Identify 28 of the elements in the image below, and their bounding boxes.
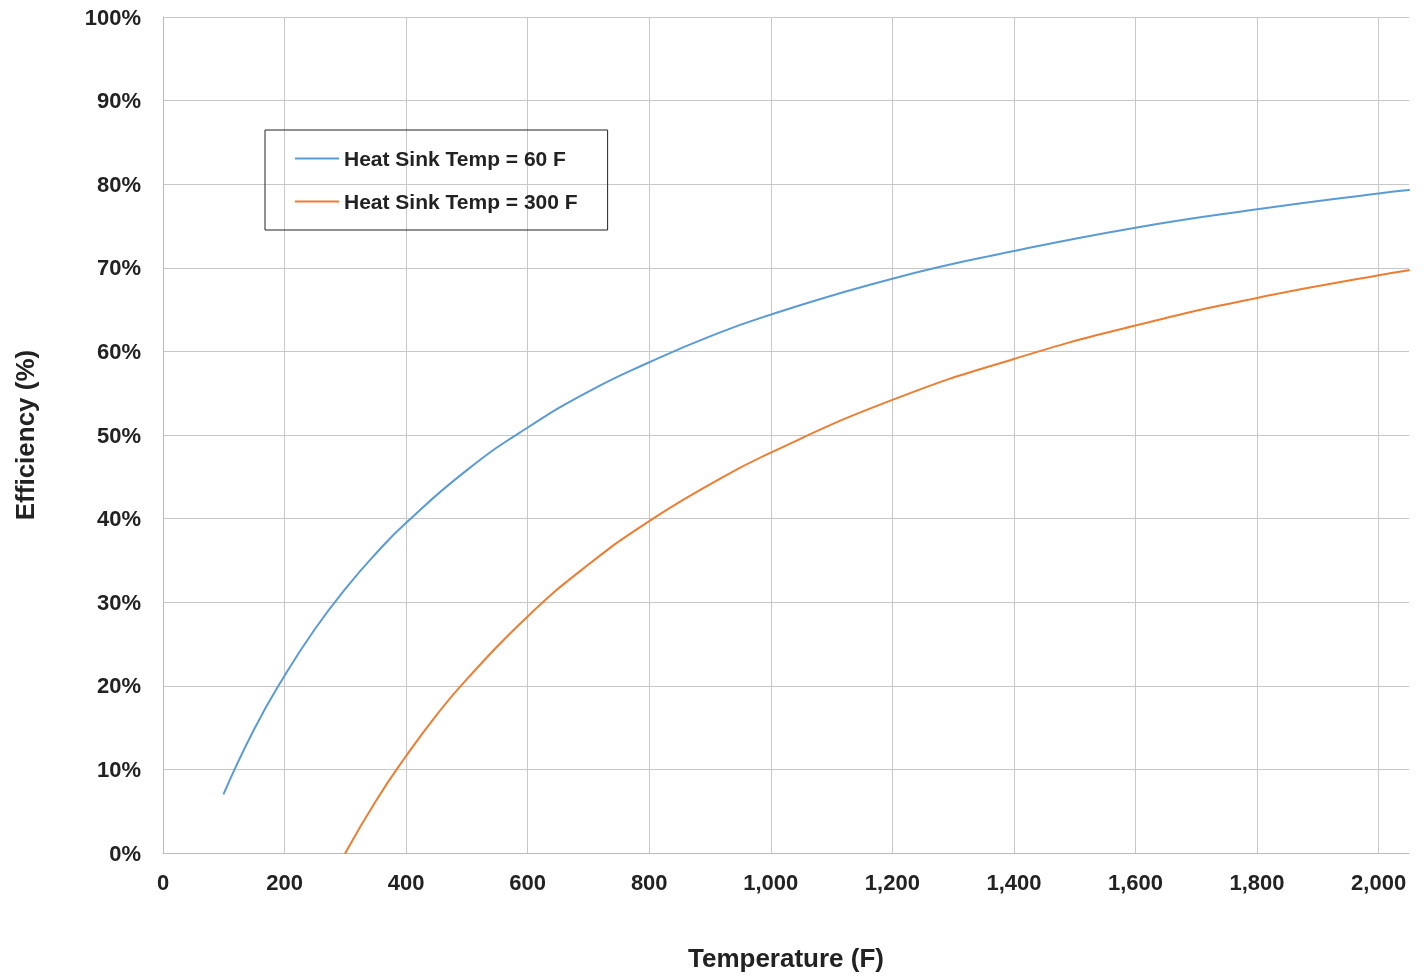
line-series <box>344 269 1410 854</box>
x-tick-label: 1,000 <box>743 869 799 895</box>
y-tick-label: 20% <box>96 673 141 699</box>
x-tick-label: 0 <box>156 869 170 895</box>
y-tick-label: 70% <box>96 255 141 281</box>
y-tick-label: 90% <box>96 88 141 114</box>
x-tick-label: 400 <box>387 869 425 895</box>
y-tick-label: 80% <box>96 171 141 197</box>
legend-label: Heat Sink Temp = 300 F <box>344 190 578 213</box>
y-tick-label: 40% <box>96 506 141 532</box>
x-tick-label: 800 <box>630 869 668 895</box>
x-tick-label: 1,800 <box>1229 869 1285 895</box>
x-axis-title: Temperature (F) <box>688 943 884 973</box>
x-tick-label: 600 <box>509 869 547 895</box>
x-tick-label: 1,600 <box>1107 869 1164 895</box>
x-tick-label: 2,000 <box>1351 869 1407 895</box>
x-tick-label: 200 <box>266 869 303 895</box>
y-tick-label: 50% <box>96 422 141 448</box>
y-tick-label: 60% <box>96 338 141 364</box>
y-axis-title: Efficiency (%) <box>10 349 40 521</box>
y-tick-label: 0% <box>109 840 141 866</box>
y-tick-label: 10% <box>96 756 141 782</box>
line-series <box>222 189 1410 795</box>
y-tick-label: 100% <box>84 4 141 30</box>
y-tick-label: 30% <box>96 589 141 615</box>
x-tick-label: 1,400 <box>986 869 1042 895</box>
legend-label: Heat Sink Temp = 60 F <box>344 147 567 170</box>
x-tick-label: 1,200 <box>864 869 920 895</box>
